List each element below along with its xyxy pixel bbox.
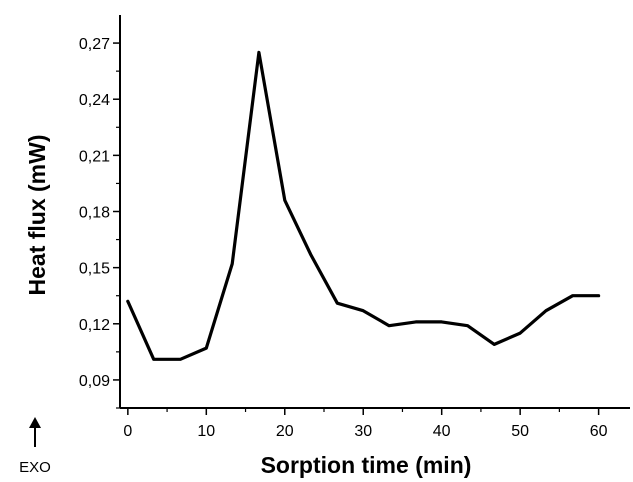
y-tick-label: 0,21 [79, 148, 110, 165]
y-tick-label: 0,09 [79, 373, 110, 390]
exo-label: EXO [19, 459, 51, 476]
x-tick-label: 30 [354, 423, 372, 440]
x-tick-label: 20 [276, 423, 294, 440]
tick-labels: 0,09 0,12 0,15 0,18 0,21 0,24 0,27 0 10 20 30 40 50 6… [79, 36, 608, 440]
y-tick-label: 0,15 [79, 261, 110, 278]
x-tick-label: 40 [433, 423, 451, 440]
y-axis-title: Heat flux (mW) [24, 135, 50, 296]
y-tick-label: 0,24 [79, 92, 110, 109]
axes [119, 15, 630, 409]
y-tick-label: 0,27 [79, 36, 110, 53]
y-tick-label: 0,12 [79, 317, 110, 334]
x-tick-label: 60 [590, 423, 608, 440]
x-tick-label: 10 [197, 423, 215, 440]
series [126, 50, 601, 361]
x-tick-label: 0 [123, 423, 132, 440]
x-tick-label: 50 [511, 423, 529, 440]
heat-flux-series-line [126, 50, 601, 361]
ticks [113, 42, 600, 415]
exo-indicator: EXO [19, 417, 51, 476]
y-tick-label: 0,18 [79, 205, 110, 222]
x-axis-title: Sorption time (min) [261, 452, 472, 478]
exo-arrow-icon [29, 417, 41, 428]
